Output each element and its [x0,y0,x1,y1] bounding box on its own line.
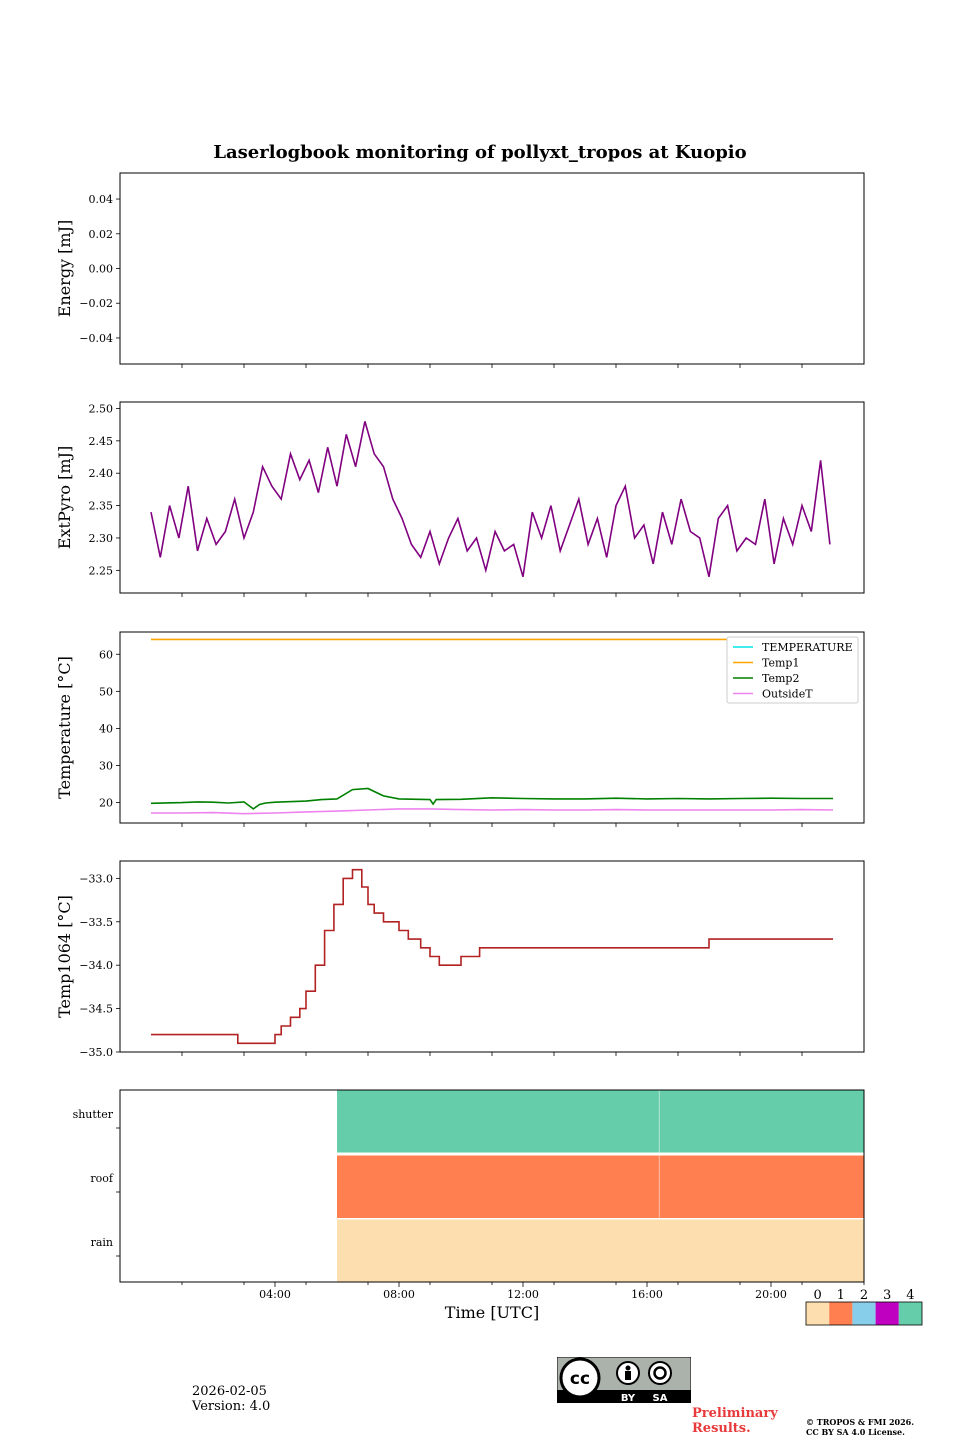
colorbar-swatch-1 [829,1302,853,1325]
status-cell-shutter-0 [337,1090,659,1153]
extpyro-axes-frame [119,401,865,594]
energy-y-tick-label-4: −0.04 [79,332,113,345]
legend-box [726,636,859,704]
legend-label-temp1: Temp1 [762,657,799,670]
energy-y-tick-label-0: 0.04 [89,193,114,206]
legend-label-temp2: Temp2 [762,672,799,685]
legend-label-outsidet: OutsideT [762,688,813,701]
legend-label-temperature: TEMPERATURE [762,641,853,654]
extpyro-y-tick-label-0: 2.50 [89,402,114,415]
cc-by-label: BY [621,1393,636,1403]
temperature-y-tick-label-3: 30 [99,760,113,773]
temperature-y-tick-label-4: 20 [99,797,113,810]
status-x-tick-label-2: 12:00 [507,1288,539,1301]
temp1064-y-tick-label-1: −33.5 [79,916,113,929]
colorbar-label-3: 3 [883,1288,891,1303]
extpyro-y-tick-label-2: 2.40 [89,467,114,480]
temp1064-y-tick-label-4: −35.0 [79,1046,113,1059]
status-x-tick-label-4: 20:00 [755,1288,787,1301]
colorbar-label-2: 2 [860,1288,868,1303]
cc-sa-label: SA [653,1393,668,1403]
energy-axes-frame [119,172,865,365]
temperature-y-tick-label-2: 40 [99,722,113,735]
chart-title: Laserlogbook monitoring of pollyxt_tropo… [213,142,746,163]
status-axes-frame [119,1089,865,1283]
share-alike-icon [648,1361,672,1385]
colorbar-swatch-2 [852,1302,876,1325]
date-label: 2026-02-05 [192,1384,267,1399]
extpyro-y-tick-label-4: 2.30 [89,532,114,545]
temperature-y-tick-label-1: 50 [99,685,113,698]
status-row-label-rain: rain [91,1236,113,1249]
copyright-line-2: CC BY SA 4.0 License. [806,1427,905,1437]
status-row-label-roof: roof [90,1172,114,1185]
temp1064-y-tick-label-0: −33.0 [79,872,113,885]
extpyro-y-tick-label-3: 2.35 [89,500,114,513]
copyright-notice: © TROPOS & FMI 2026. CC BY SA 4.0 Licens… [806,1417,956,1437]
energy-ylabel: Energy [mJ] [55,220,74,318]
status-row-label-shutter: shutter [73,1108,114,1121]
extpyro-y-tick-label-1: 2.45 [89,435,114,448]
temp1064-ylabel: Temp1064 [°C] [55,895,74,1018]
temp1064-y-tick-label-3: −34.5 [79,1003,113,1016]
extpyro-ylabel: ExtPyro [mJ] [55,446,74,549]
status-cell-roof-3 [659,1155,864,1218]
colorbar-label-4: 4 [906,1288,914,1303]
cc-icon-text: cc [570,1369,590,1389]
temperature-ylabel: Temperature [°C] [55,656,74,799]
temperature-series-temp2 [150,787,833,810]
temperature-axes-frame [119,631,865,824]
energy-y-tick-label-3: −0.02 [79,297,113,310]
colorbar-swatch-3 [875,1302,899,1325]
colorbar-label-0: 0 [813,1288,821,1303]
colorbar-label-1: 1 [837,1288,845,1303]
status-x-tick-label-3: 16:00 [631,1288,663,1301]
preliminary-results-label: Preliminary Results. [692,1406,778,1436]
temp1064-axes-frame [119,860,865,1053]
cc-by-sa-badge: cc BY SA [557,1357,691,1403]
version-label: Version: 4.0 [192,1399,271,1414]
energy-y-tick-label-2: 0.00 [89,263,114,276]
temperature-series-outsidet [151,808,834,815]
energy-y-tick-label-1: 0.02 [89,228,114,241]
status-x-tick-label-1: 08:00 [383,1288,415,1301]
temperature-y-tick-label-0: 60 [99,648,113,661]
copyright-line-1: © TROPOS & FMI 2026. [806,1417,915,1427]
colorbar-swatch-0 [806,1302,830,1325]
status-x-tick-label-0: 04:00 [259,1288,291,1301]
x-axis-label: Time [UTC] [445,1303,539,1322]
temp1064-series-temp1064 [151,868,833,1045]
cc-icon [559,1357,601,1399]
extpyro-y-tick-label-5: 2.25 [89,564,114,577]
status-cell-roof-2 [337,1155,659,1218]
colorbar-frame [805,1301,923,1326]
status-cell-rain-4 [337,1219,864,1282]
status-cell-shutter-1 [659,1090,864,1153]
temp1064-y-tick-label-2: −34.0 [79,959,113,972]
colorbar-swatch-4 [898,1302,922,1325]
extpyro-series-extpyro [150,421,831,578]
